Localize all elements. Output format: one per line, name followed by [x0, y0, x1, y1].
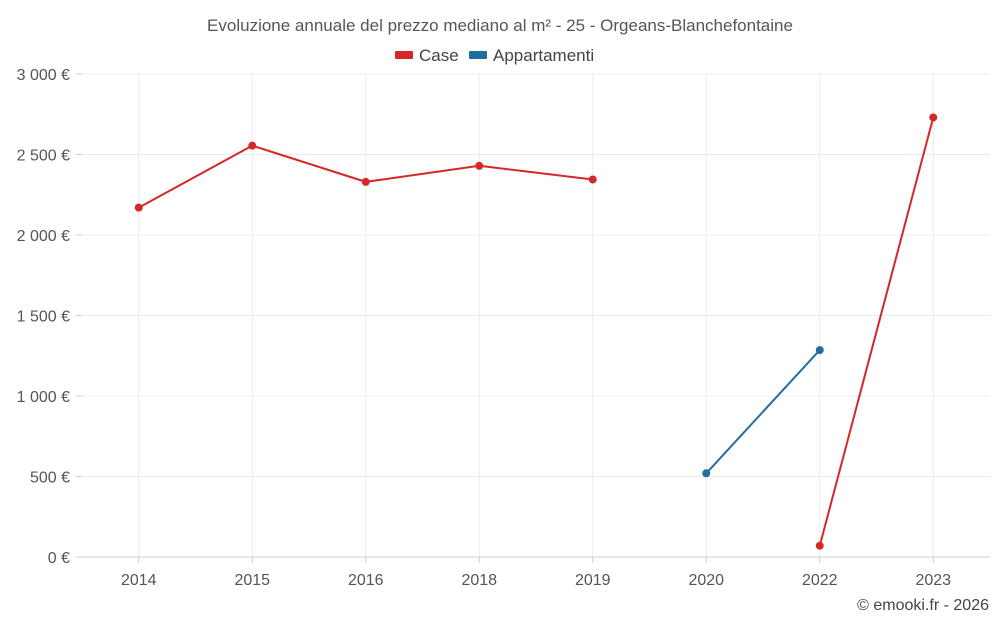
- data-point[interactable]: [929, 113, 938, 122]
- y-tick-label: 500 €: [30, 470, 70, 487]
- x-tick-label: 2014: [121, 572, 157, 589]
- x-tick-label: 2016: [348, 572, 384, 589]
- series-case: [134, 113, 938, 550]
- y-tick-label: 1 000 €: [17, 389, 70, 406]
- x-tick-label: 2018: [461, 572, 497, 589]
- data-point[interactable]: [702, 469, 711, 478]
- data-point[interactable]: [248, 141, 257, 150]
- legend-swatch-case: [395, 51, 413, 59]
- legend-item-appartamenti[interactable]: Appartamenti: [469, 46, 594, 65]
- credit: © emooki.fr - 2026: [857, 597, 989, 614]
- y-tick-label: 1 500 €: [17, 309, 70, 326]
- data-point[interactable]: [475, 161, 484, 170]
- x-tick-label: 2015: [234, 572, 270, 589]
- x-tick-label: 2019: [575, 572, 611, 589]
- y-tick-label: 3 000 €: [17, 67, 70, 84]
- y-tick-label: 2 500 €: [17, 148, 70, 165]
- y-axis: 0 € 500 € 1 000 € 1 500 € 2 000 € 2 500 € 3 00…: [17, 67, 82, 567]
- y-tick-label: 2 000 €: [17, 228, 70, 245]
- legend-label-appartamenti: Appartamenti: [493, 46, 594, 65]
- series-line: [818, 117, 935, 546]
- x-axis: 2014 2015 2016 2018 2019 2020 2022 2023: [121, 557, 951, 589]
- series-layer: [134, 113, 938, 550]
- data-point[interactable]: [815, 346, 824, 355]
- data-point[interactable]: [134, 203, 143, 212]
- legend-swatch-appartamenti: [469, 51, 487, 59]
- data-point[interactable]: [588, 175, 597, 184]
- legend-item-case[interactable]: Case: [395, 46, 459, 65]
- series-appartamenti: [702, 346, 824, 478]
- data-point[interactable]: [361, 177, 370, 186]
- y-grid: [82, 73, 990, 477]
- x-tick-label: 2023: [915, 572, 951, 589]
- y-tick-label: 0 €: [48, 550, 70, 567]
- x-tick-label: 2022: [802, 572, 838, 589]
- x-tick-label: 2020: [688, 572, 724, 589]
- legend: Case Appartamenti: [395, 46, 594, 65]
- series-line: [705, 349, 821, 474]
- legend-label-case: Case: [419, 46, 459, 65]
- data-point[interactable]: [815, 541, 824, 550]
- chart-title: Evoluzione annuale del prezzo mediano al…: [207, 16, 793, 35]
